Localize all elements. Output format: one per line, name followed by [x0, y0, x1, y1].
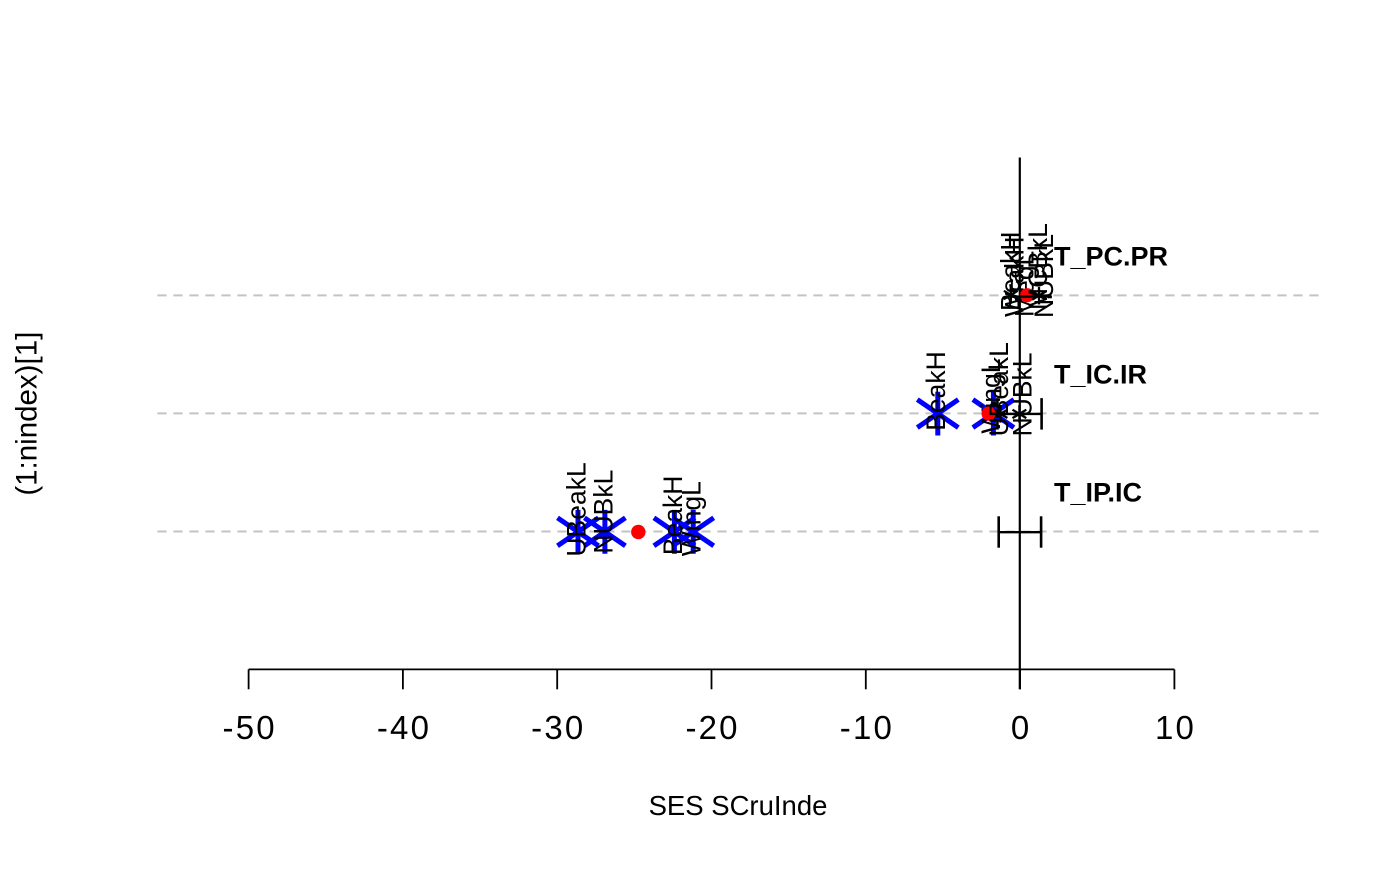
svg-text:WrakH: WrakH	[999, 237, 1029, 317]
svg-text:T_PC.PR: T_PC.PR	[1054, 241, 1168, 271]
svg-text:T_IP.IC: T_IP.IC	[1054, 478, 1142, 508]
svg-text:NUBkL: NUBkL	[1029, 234, 1059, 318]
svg-text:UBeakL: UBeakL	[562, 462, 592, 556]
svg-text:SES SCruInde: SES SCruInde	[649, 790, 828, 821]
svg-text:-20: -20	[685, 709, 739, 746]
svg-text:BeakH: BeakH	[658, 476, 688, 556]
svg-text:T_IC.IR: T_IC.IR	[1054, 359, 1147, 389]
svg-text:-30: -30	[531, 709, 585, 746]
svg-text:MegL: MegL	[1009, 251, 1039, 317]
svg-text:-10: -10	[840, 709, 894, 746]
svg-text:-50: -50	[223, 709, 277, 746]
svg-text:WingL: WingL	[976, 358, 1006, 433]
svg-text:NUBkL: NUBkL	[1008, 352, 1038, 436]
svg-text:WingL: WingL	[677, 481, 707, 556]
svg-text:(1:nindex)[1]: (1:nindex)[1]	[11, 332, 44, 496]
svg-text:-40: -40	[377, 709, 431, 746]
svg-text:UBeakL: UBeakL	[984, 342, 1014, 436]
svg-text:BeakH: BeakH	[921, 351, 951, 431]
svg-text:0: 0	[1011, 709, 1032, 746]
svg-text:NUBkL: NUBkL	[588, 470, 618, 554]
svg-text:10: 10	[1155, 709, 1196, 746]
